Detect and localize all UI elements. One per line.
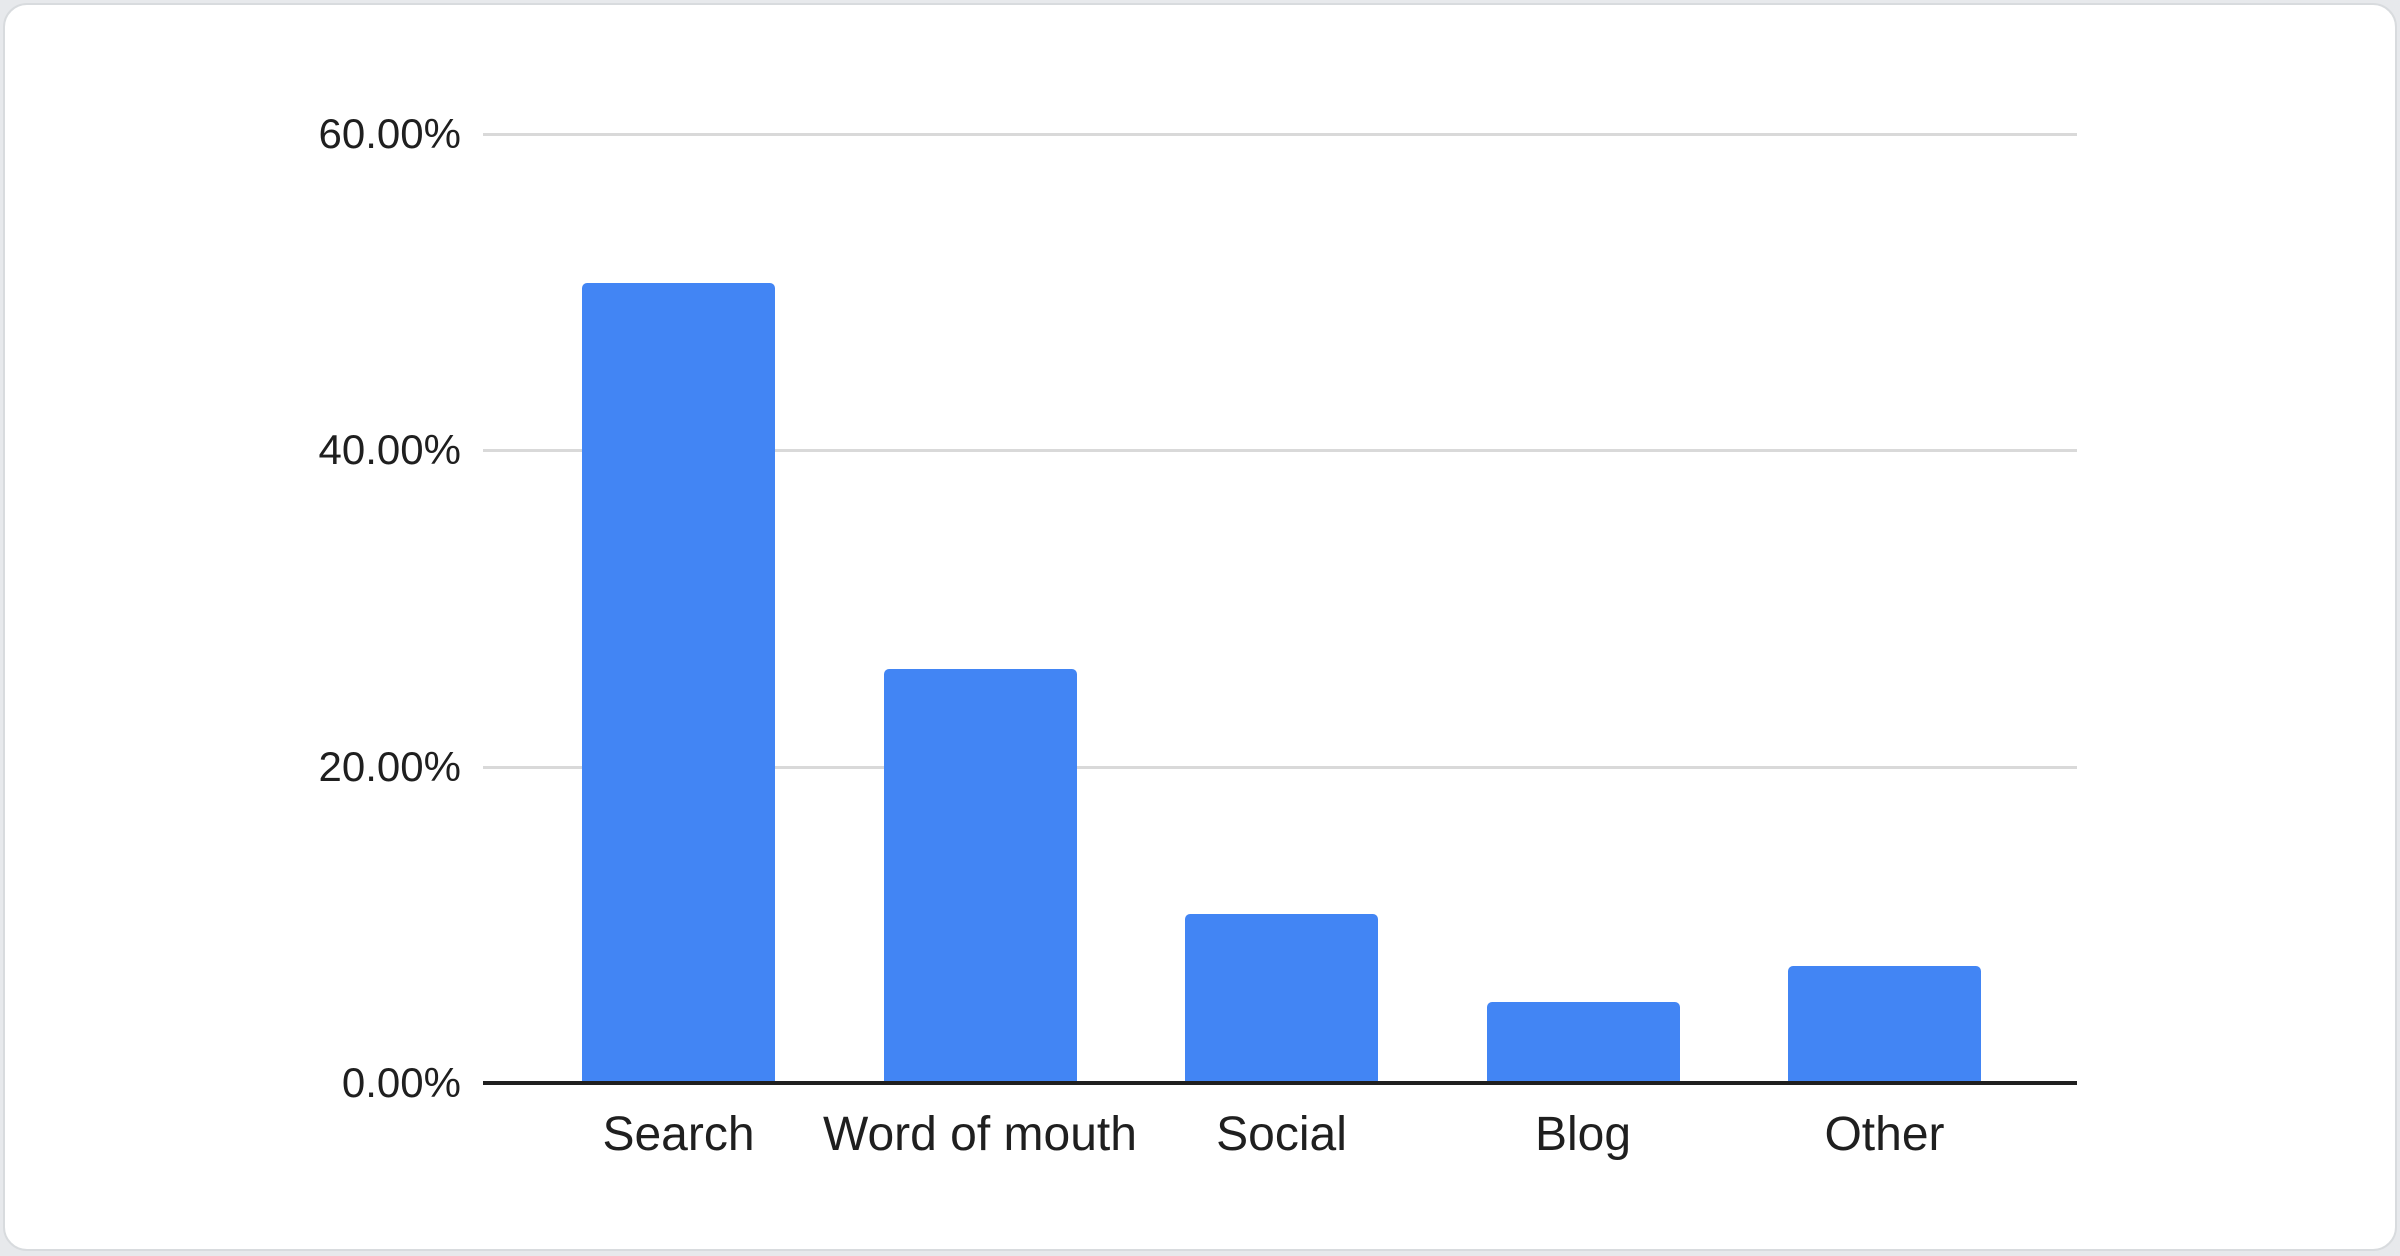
bar-social[interactable] [1185, 913, 1378, 1083]
gridline-20pct [483, 765, 2077, 769]
y-axis-tick-label: 0.00% [341, 1059, 461, 1106]
bar-search[interactable] [582, 282, 775, 1083]
y-axis-tick-label: 60.00% [318, 110, 461, 157]
bar-word-of-mouth[interactable] [883, 668, 1077, 1083]
bar-blog[interactable] [1486, 1002, 1680, 1083]
chart-card: 60.00% 40.00% 20.00% 0.00% Search Word of mou… [3, 3, 2397, 1251]
x-axis-line [483, 1081, 2077, 1085]
y-axis-tick-label: 20.00% [318, 742, 461, 790]
bar-chart: 60.00% 40.00% 20.00% 0.00% Search Word of mou… [5, 5, 2395, 1249]
y-axis-tick-label: 40.00% [318, 426, 461, 474]
x-axis-category-label: Other [1824, 1108, 1945, 1161]
plot-area [483, 133, 2077, 1085]
x-axis-category-label: Word of mouth [823, 1108, 1137, 1161]
x-axis-category-label: Blog [1534, 1108, 1632, 1161]
gridline-60pct [483, 133, 2077, 136]
bar-other[interactable] [1788, 965, 1981, 1083]
x-axis-category-label: Social [1216, 1108, 1347, 1161]
x-axis-category-label: Search [602, 1108, 755, 1161]
gridline-40pct [483, 449, 2077, 453]
